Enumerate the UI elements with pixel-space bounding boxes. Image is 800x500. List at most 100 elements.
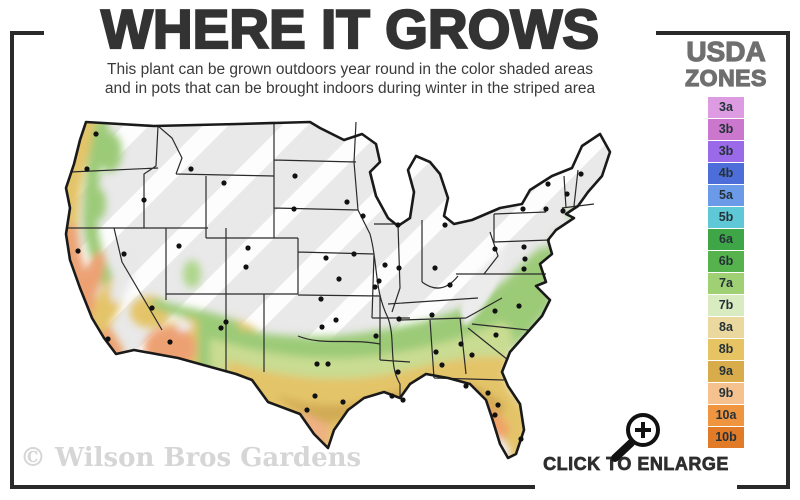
- city-dot: [382, 262, 388, 268]
- city-dot: [105, 336, 111, 342]
- city-dot: [389, 393, 395, 399]
- legend-zone-swatch: 10a: [708, 405, 744, 426]
- city-dot: [149, 305, 155, 311]
- city-dot: [396, 265, 402, 271]
- page-title: WHERE IT GROWS: [100, 0, 600, 60]
- state-borders: [66, 121, 595, 398]
- city-dot: [318, 296, 324, 302]
- city-dot: [292, 173, 298, 179]
- striped-overlay: [66, 122, 610, 458]
- city-dot: [325, 361, 331, 367]
- legend-zone-swatch: 3b: [708, 141, 744, 162]
- city-dot: [521, 244, 527, 250]
- legend-zone-swatch: 9b: [708, 383, 744, 404]
- city-dot: [333, 317, 339, 323]
- city-dot: [221, 180, 227, 186]
- legend-zone-swatch: 6a: [708, 229, 744, 250]
- city-dot: [518, 436, 524, 442]
- city-dot: [545, 181, 551, 187]
- legend-zone-swatch: 5a: [708, 185, 744, 206]
- legend-zone-swatch: 8a: [708, 317, 744, 338]
- legend-zone-swatch: 7b: [708, 295, 744, 316]
- legend-zone-swatch: 4b: [708, 163, 744, 184]
- city-dots: [75, 131, 584, 442]
- city-dot: [319, 324, 325, 330]
- city-dot: [121, 251, 127, 257]
- city-dot: [93, 131, 99, 137]
- city-dot: [141, 197, 147, 203]
- city-dot: [176, 243, 182, 249]
- city-dot: [188, 166, 194, 172]
- us-outline: [64, 120, 612, 460]
- city-dot: [336, 276, 342, 282]
- city-dot: [75, 248, 81, 254]
- legend-zone-swatch: 6b: [708, 251, 744, 272]
- zoom-in-icon[interactable]: [605, 410, 667, 464]
- legend-zone-swatch: 10b: [708, 427, 744, 448]
- city-dot: [522, 256, 528, 262]
- usda-zones-legend: USDA ZONES 3a 3b 3b 4b 5a 5b 6a 6b 7a 7b 8a 8b 9a 9b 1…: [662, 36, 790, 449]
- legend-zone-swatch: 7a: [708, 273, 744, 294]
- city-dot: [560, 208, 566, 214]
- city-dot: [291, 206, 297, 212]
- city-dot: [521, 266, 527, 272]
- legend-title: USDA ZONES: [662, 36, 790, 91]
- legend-title-line1: USDA: [686, 36, 767, 67]
- subtitle: This plant can be grown outdoors year ro…: [44, 60, 656, 98]
- city-dot: [314, 361, 320, 367]
- city-dot: [344, 199, 350, 205]
- city-dot: [429, 312, 435, 318]
- legend-title-line2: ZONES: [685, 65, 767, 91]
- city-dot: [469, 352, 475, 358]
- city-dot: [520, 206, 526, 212]
- city-dot: [340, 399, 346, 405]
- city-dot: [463, 383, 469, 389]
- usda-zone-map[interactable]: [58, 112, 658, 470]
- city-dot: [243, 264, 249, 270]
- city-dot: [400, 397, 406, 403]
- legend-zone-swatch: 3b: [708, 119, 744, 140]
- legend-zone-swatch: 5b: [708, 207, 744, 228]
- city-dot: [493, 332, 499, 338]
- subtitle-line-2: and in pots that can be brought indoors …: [104, 80, 596, 97]
- city-dot: [447, 282, 453, 288]
- city-dot: [373, 333, 379, 339]
- header: WHERE IT GROWS This plant can be grown o…: [44, 0, 656, 100]
- city-dot: [395, 369, 401, 375]
- city-dot: [372, 284, 378, 290]
- city-dot: [360, 213, 366, 219]
- city-dot: [458, 341, 464, 347]
- city-dot: [492, 246, 498, 252]
- city-dot: [439, 362, 445, 368]
- city-dot: [396, 316, 402, 322]
- city-dot: [495, 402, 501, 408]
- city-dot: [245, 245, 251, 251]
- city-dot: [312, 393, 318, 399]
- watermark: © Wilson Bros Gardens: [20, 443, 362, 473]
- legend-zone-swatch: 8b: [708, 339, 744, 360]
- city-dot: [432, 265, 438, 271]
- city-dot: [442, 222, 448, 228]
- city-dot: [167, 339, 173, 345]
- city-dot: [304, 407, 310, 413]
- city-dot: [516, 303, 522, 309]
- city-dot: [84, 166, 90, 172]
- click-to-enlarge-button[interactable]: CLICK TO ENLARGE: [535, 452, 737, 492]
- subtitle-line-1: This plant can be grown outdoors year ro…: [107, 61, 593, 78]
- city-dot: [351, 251, 357, 257]
- legend-zone-column: 3a 3b 3b 4b 5a 5b 6a 6b 7a 7b 8a 8b 9a 9b 10a 10b: [708, 97, 744, 448]
- us-map-svg[interactable]: [58, 112, 658, 470]
- city-dot: [485, 390, 491, 396]
- city-dot: [492, 308, 498, 314]
- city-dot: [223, 319, 229, 325]
- legend-zone-swatch: 3a: [708, 97, 744, 118]
- city-dot: [492, 412, 498, 418]
- legend-zone-swatch: 9a: [708, 361, 744, 382]
- city-dot: [578, 171, 584, 177]
- city-dot: [395, 222, 401, 228]
- city-dot: [564, 191, 570, 197]
- city-dot: [376, 278, 382, 284]
- city-dot: [218, 325, 224, 331]
- city-dot: [323, 255, 329, 261]
